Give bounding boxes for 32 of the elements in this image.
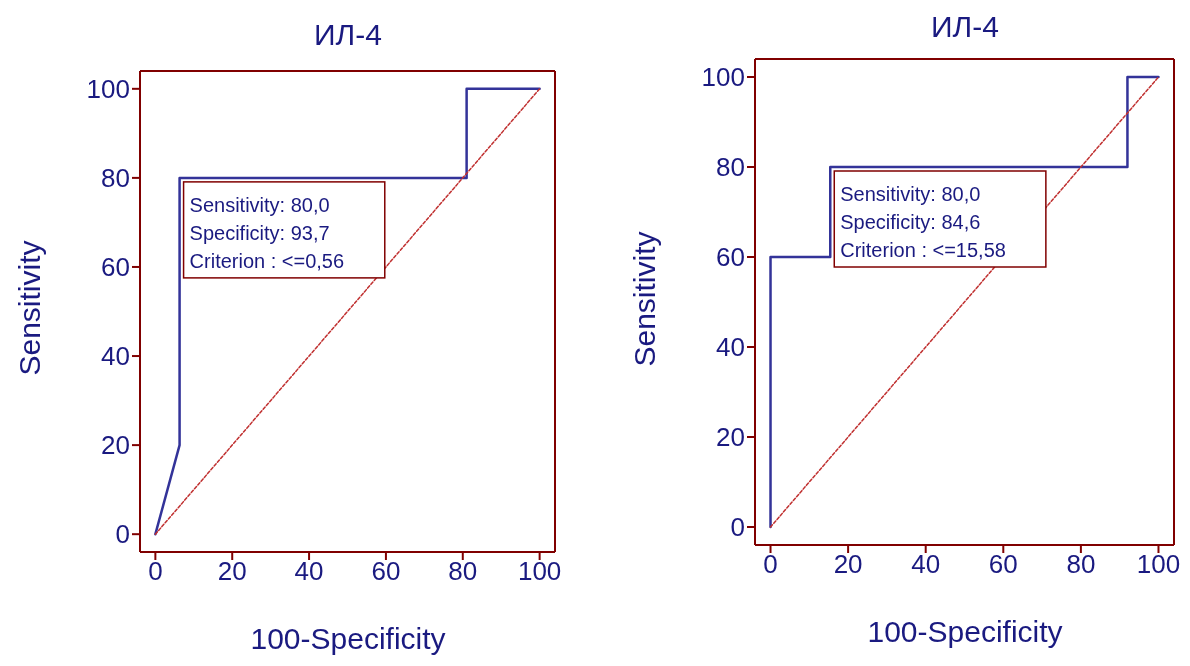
y-axis-title: Sensitivity xyxy=(13,239,47,378)
annotation: Sensitivity: 80,0 Specificity: 84,6 Criterion : <=15,58 xyxy=(840,183,1006,261)
y-tick-label: 100 xyxy=(701,62,745,93)
x-tick-label: 60 xyxy=(988,549,1018,580)
x-tick-label: 0 xyxy=(763,549,778,580)
y-tick-label: 80 xyxy=(716,152,745,183)
y-tick-label: 0 xyxy=(730,512,745,543)
y-tick-label: 100 xyxy=(86,74,130,105)
x-tick-label: 60 xyxy=(371,556,401,587)
x-axis-title: 100-Specificity xyxy=(249,622,447,656)
y-tick-label: 40 xyxy=(101,341,130,372)
x-tick-label: 100 xyxy=(1136,549,1181,580)
y-tick-label: 20 xyxy=(101,430,130,461)
annotation: Sensitivity: 80,0 Specificity: 93,7 Criterion : <=0,56 xyxy=(189,193,345,272)
chart-title: ИЛ-4 xyxy=(313,18,383,52)
chart-title: ИЛ-4 xyxy=(930,10,1000,44)
y-tick-label: 60 xyxy=(716,242,745,273)
y-tick-label: 0 xyxy=(115,519,130,550)
y-tick-label: 40 xyxy=(716,332,745,363)
x-tick-label: 80 xyxy=(1066,549,1096,580)
x-tick-label: 40 xyxy=(911,549,941,580)
y-tick-label: 80 xyxy=(101,163,130,194)
y-tick-label: 20 xyxy=(716,422,745,453)
x-tick-label: 0 xyxy=(148,556,163,587)
x-tick-label: 80 xyxy=(448,556,478,587)
y-tick-label: 60 xyxy=(101,252,130,283)
x-tick-label: 40 xyxy=(294,556,324,587)
x-tick-label: 20 xyxy=(217,556,247,587)
x-axis-title: 100-Specificity xyxy=(866,615,1064,649)
x-tick-label: 20 xyxy=(833,549,863,580)
y-axis-title: Sensitivity xyxy=(628,230,662,369)
x-tick-label: 100 xyxy=(517,556,562,587)
